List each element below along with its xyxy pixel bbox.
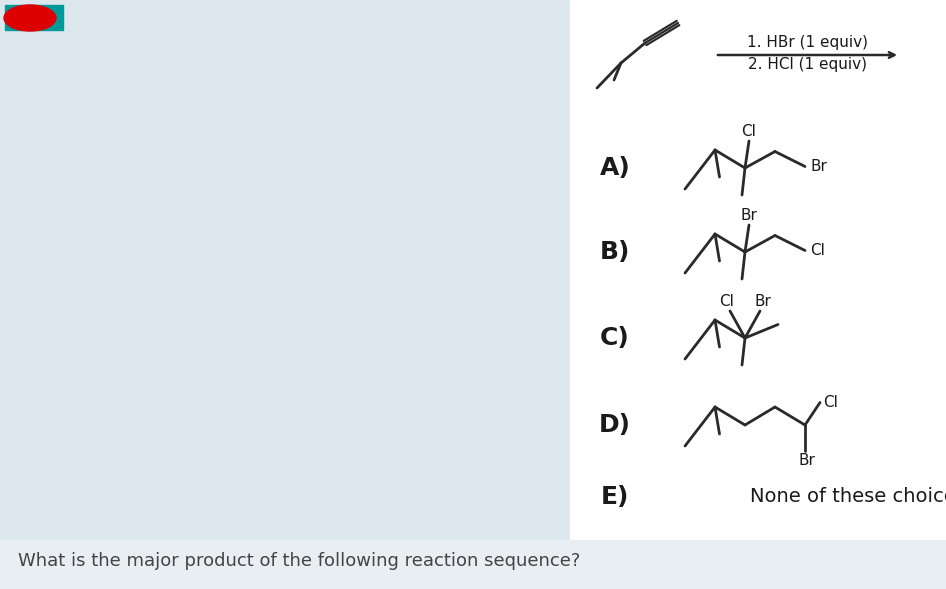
- Text: Cl: Cl: [811, 243, 826, 258]
- Text: Br: Br: [741, 209, 758, 223]
- Text: Cl: Cl: [824, 395, 838, 410]
- Text: Br: Br: [798, 453, 815, 468]
- Text: 2. HCl (1 equiv): 2. HCl (1 equiv): [748, 58, 867, 72]
- Bar: [0, 540, 946, 589]
- Bar: [5, 5, 63, 30]
- Text: 1. HBr (1 equiv): 1. HBr (1 equiv): [747, 35, 868, 49]
- Text: E): E): [601, 485, 629, 509]
- Bar: [0, 0, 570, 540]
- Text: A): A): [600, 156, 630, 180]
- Text: Cl: Cl: [742, 124, 757, 140]
- Text: Br: Br: [755, 294, 771, 309]
- Text: None of these choices.: None of these choices.: [750, 488, 946, 507]
- Text: B): B): [600, 240, 630, 264]
- Text: C): C): [600, 326, 630, 350]
- Text: What is the major product of the following reaction sequence?: What is the major product of the followi…: [18, 552, 581, 570]
- Text: D): D): [599, 413, 631, 437]
- Ellipse shape: [4, 5, 56, 31]
- Text: Br: Br: [811, 159, 828, 174]
- Text: Cl: Cl: [720, 294, 734, 309]
- Bar: [570, 0, 946, 540]
